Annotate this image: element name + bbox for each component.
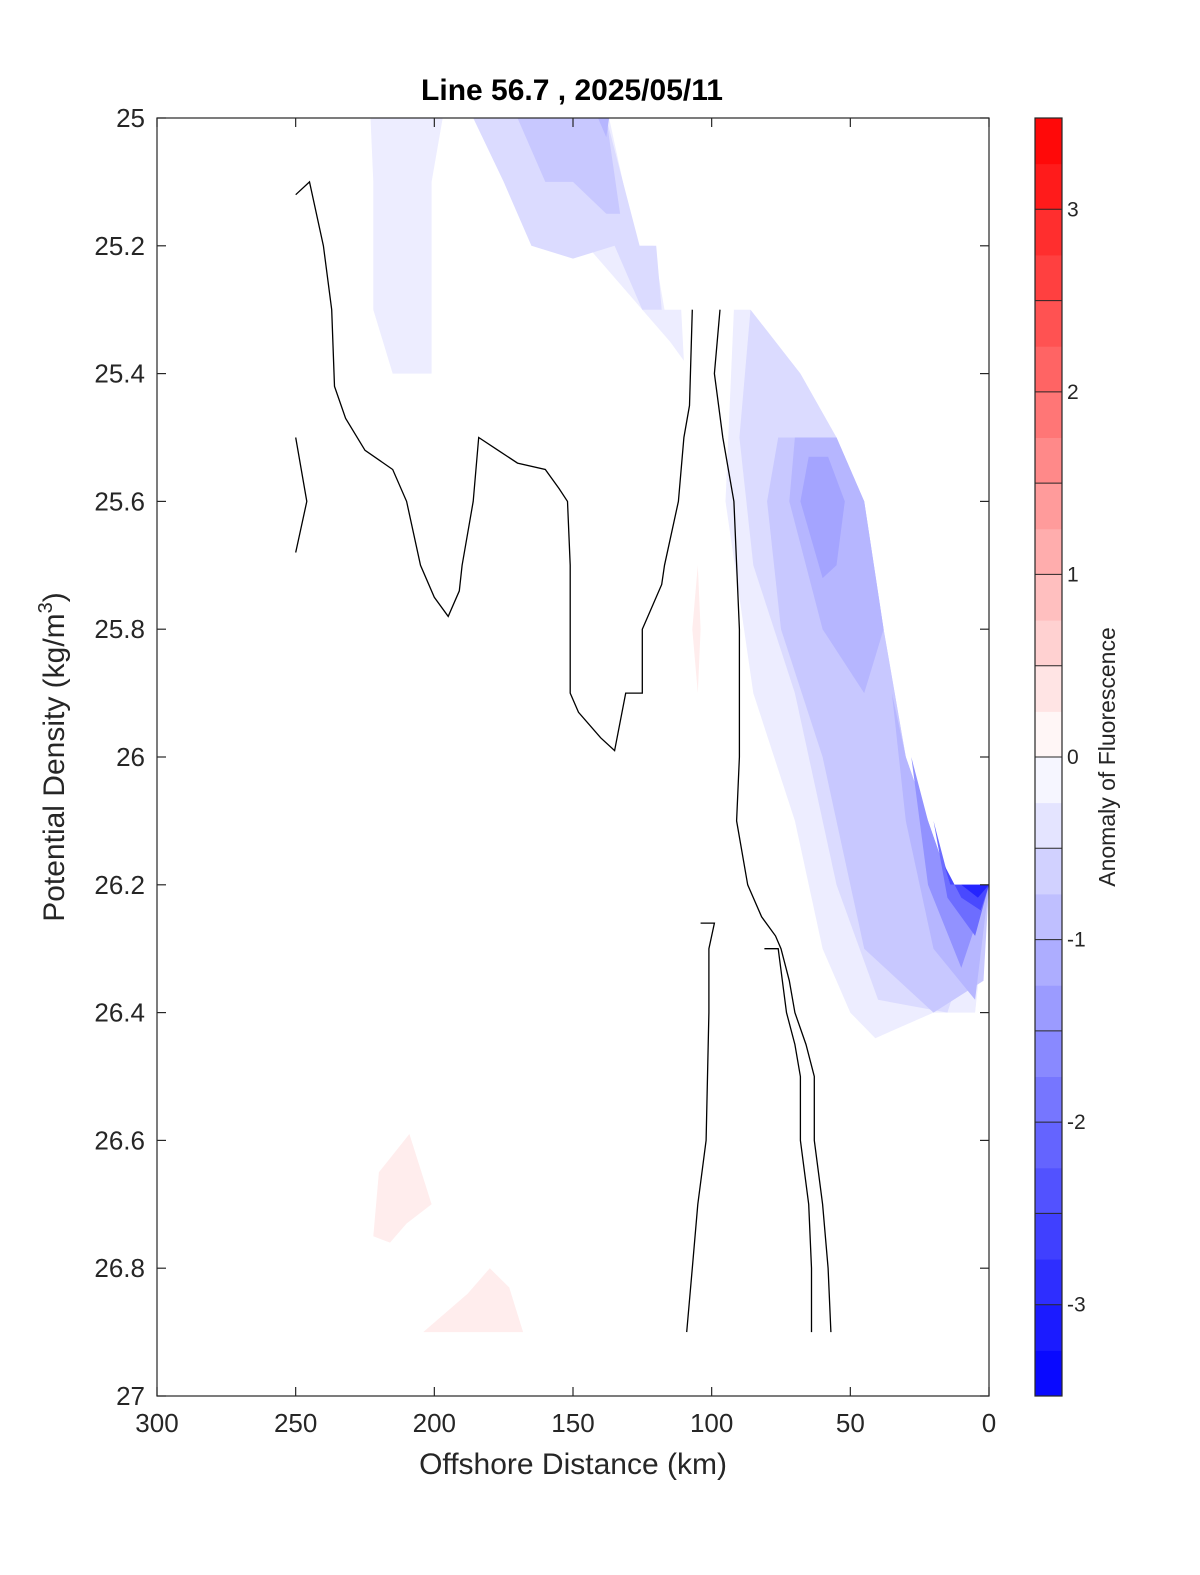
y-axis-label: Potential Density (kg/m3) xyxy=(35,592,71,922)
colorbar-tick-label: 3 xyxy=(1067,198,1079,221)
colorbar-segment xyxy=(1035,757,1062,804)
colorbar-tick-label: -3 xyxy=(1067,1294,1086,1317)
y-tick-label: 26 xyxy=(116,742,145,772)
zero-contour-2 xyxy=(713,309,832,1333)
colorbar-segment xyxy=(1035,620,1062,667)
x-tick-label: 50 xyxy=(836,1408,865,1438)
zero-contour-lines xyxy=(295,180,832,1333)
colorbar-segment xyxy=(1035,1350,1062,1397)
y-tick-label: 26.2 xyxy=(94,870,145,900)
colorbar-segment xyxy=(1035,254,1062,302)
x-tick-label: 100 xyxy=(690,1408,733,1438)
contour-fill-16 xyxy=(423,1268,524,1333)
colorbar-segment xyxy=(1035,848,1062,895)
y-tick-label: 26.6 xyxy=(94,1125,145,1155)
y-tick-label: 25.8 xyxy=(94,614,145,644)
colorbar-segment xyxy=(1035,209,1062,256)
chart-title: Line 56.7 , 2025/05/11 xyxy=(421,74,723,107)
y-tick-label: 27 xyxy=(116,1381,145,1411)
colorbar-segment xyxy=(1035,1030,1062,1077)
colorbar-tick-label: -2 xyxy=(1067,1111,1086,1134)
colorbar-segment xyxy=(1035,665,1062,712)
y-tick-label: 25.2 xyxy=(94,231,145,261)
x-tick-label: 150 xyxy=(551,1408,594,1438)
colorbar-segment xyxy=(1035,1259,1062,1306)
y-axis: 25 25.2 25.4 25.6 25.8 26 26.2 26.4 26.6 26.8 27 xyxy=(94,103,989,1411)
zero-contour-3 xyxy=(764,948,813,1333)
colorbar-segment xyxy=(1035,483,1062,530)
colorbar-segment xyxy=(1035,346,1062,393)
zero-contour-1 xyxy=(295,437,308,553)
x-axis: 300 250 200 150 100 50 0 xyxy=(135,118,996,1438)
colorbar-tick-label: 2 xyxy=(1067,381,1079,404)
contour-fill-11 xyxy=(933,820,989,936)
colorbar-segment xyxy=(1035,1167,1062,1214)
colorbar-segment xyxy=(1035,893,1062,941)
colorbar-frame xyxy=(1034,117,1063,1397)
zero-contour-0 xyxy=(295,180,693,752)
x-tick-label: 0 xyxy=(982,1408,996,1438)
filled-contours xyxy=(370,118,989,1333)
x-tick-label: 300 xyxy=(135,1408,178,1438)
colorbar-segment xyxy=(1035,985,1062,1032)
y-tick-label: 25.4 xyxy=(94,359,145,389)
contour-fill-13 xyxy=(961,884,989,898)
x-axis-label: Offshore Distance (km) xyxy=(419,1448,727,1481)
colorbar-segment xyxy=(1035,1213,1062,1260)
colorbar-segment xyxy=(1035,802,1062,849)
colorbar-segment xyxy=(1035,1122,1062,1169)
colorbar-segment xyxy=(1035,939,1062,986)
colorbar-segment xyxy=(1035,437,1062,484)
colorbar-segment xyxy=(1035,391,1062,438)
colorbar-label: Anomaly of Fluorescence xyxy=(1094,627,1120,887)
contour-fill-1 xyxy=(473,118,662,310)
colorbar-segment xyxy=(1035,1304,1062,1351)
colorbar-segment xyxy=(1035,1076,1062,1123)
y-tick-label: 26.8 xyxy=(94,1253,145,1283)
colorbar-segment xyxy=(1035,163,1062,210)
colorbar-tick-label: 0 xyxy=(1067,746,1079,769)
y-tick-label: 25 xyxy=(116,103,145,133)
contour-fill-14 xyxy=(692,565,701,694)
colorbar: 3 2 1 0 -1 -2 -3 xyxy=(1034,117,1086,1397)
contour-fill-15 xyxy=(373,1134,432,1243)
x-tick-label: 250 xyxy=(274,1408,317,1438)
colorbar-segment xyxy=(1035,300,1062,347)
colorbar-segment xyxy=(1035,118,1062,165)
x-tick-label: 200 xyxy=(413,1408,456,1438)
contour-fill-2 xyxy=(517,118,621,214)
colorbar-tick-label: -1 xyxy=(1067,929,1086,952)
contour-fill-3 xyxy=(598,118,610,138)
colorbar-segment xyxy=(1035,528,1062,575)
colorbar-segment xyxy=(1035,711,1062,758)
zero-contour-4 xyxy=(686,922,716,1333)
colorbar-segment xyxy=(1035,574,1062,621)
contour-fill-8 xyxy=(800,456,845,579)
colorbar-tick-label: 1 xyxy=(1067,563,1079,586)
y-tick-label: 26.4 xyxy=(94,998,145,1028)
y-tick-label: 25.6 xyxy=(94,486,145,516)
